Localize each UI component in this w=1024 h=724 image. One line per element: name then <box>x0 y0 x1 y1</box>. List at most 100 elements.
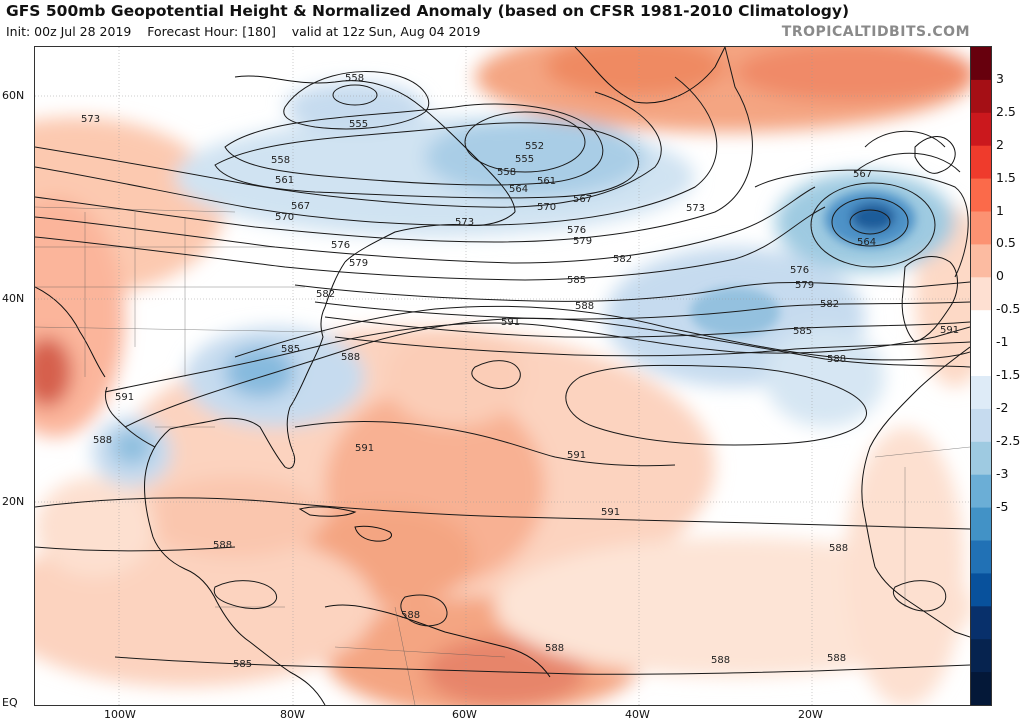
map-panel: 558 555 552 555 558 561 564 567 570 573 … <box>34 46 971 706</box>
colorbar-swatch <box>971 573 991 607</box>
contour-label: 561 <box>537 176 556 187</box>
anomaly-shading <box>35 47 970 705</box>
political-borders <box>35 206 970 705</box>
contour-label: 588 <box>711 655 730 666</box>
contour-label: 558 <box>345 73 364 84</box>
contour-labels: 558 555 552 555 558 561 564 567 570 573 … <box>81 73 959 670</box>
colorbar-swatch <box>971 244 991 278</box>
colorbar-swatch <box>971 47 991 81</box>
colorbar-tick-label: 1.5 <box>996 169 1016 185</box>
contour-label: 588 <box>827 354 846 365</box>
map-title: GFS 500mb Geopotential Height & Normaliz… <box>6 2 850 20</box>
lon-label-80w: 80W <box>280 708 305 721</box>
colorbar-swatch <box>971 145 991 180</box>
contour-label: 558 <box>497 167 516 178</box>
contour-label: 576 <box>331 240 350 251</box>
lat-label-20n: 20N <box>2 495 25 508</box>
colorbar-tick-label: 0 <box>996 268 1004 284</box>
anomaly-colorbar <box>970 46 992 706</box>
coastlines <box>35 47 970 705</box>
contour-label: 558 <box>271 155 290 166</box>
contour-label: 585 <box>281 344 300 355</box>
colorbar-swatch <box>971 408 991 443</box>
contour-label: 579 <box>349 258 368 269</box>
colorbar-tick-label: -1.5 <box>996 367 1021 382</box>
colorbar-swatch <box>971 79 991 114</box>
contour-label: 567 <box>573 194 592 205</box>
forecast-hour: Forecast Hour: [180] <box>147 24 276 39</box>
contour-label: 588 <box>401 610 420 621</box>
contour-label: 588 <box>545 643 564 654</box>
contour-label: 564 <box>509 184 528 195</box>
contour-label: 570 <box>275 212 294 223</box>
contour-label: 564 <box>857 237 876 248</box>
colorbar-swatch <box>971 277 991 311</box>
contour-label: 579 <box>573 236 592 247</box>
contour-label: 555 <box>515 154 534 165</box>
lon-label-20w: 20W <box>798 708 823 721</box>
colorbar-swatch <box>971 310 991 344</box>
contour-label: 588 <box>341 352 360 363</box>
contour-label: 591 <box>355 443 374 454</box>
contour-label: 567 <box>291 201 310 212</box>
contour-label: 588 <box>575 301 594 312</box>
contour-label: 588 <box>93 435 112 446</box>
colorbar-swatch <box>971 112 991 147</box>
contour-label: 585 <box>233 659 252 670</box>
contour-label: 591 <box>601 507 620 518</box>
lat-label-eq: EQ <box>2 696 18 709</box>
height-contours <box>35 47 970 675</box>
contour-label: 591 <box>501 317 520 328</box>
colorbar-swatch <box>971 178 991 212</box>
contour-label: 579 <box>795 280 814 291</box>
map-subtitle: Init: 00z Jul 28 2019 Forecast Hour: [18… <box>6 24 480 39</box>
contour-label: 573 <box>455 217 474 228</box>
colorbar-tick-label: -2 <box>996 399 1009 415</box>
contour-label: 555 <box>349 119 368 130</box>
colorbar-tick-label: -0.5 <box>996 301 1021 317</box>
contour-label: 588 <box>827 653 846 664</box>
contour-label: 582 <box>316 289 335 300</box>
lon-label-100w: 100W <box>104 708 136 721</box>
contour-label: 585 <box>567 275 586 286</box>
colorbar-swatch <box>971 474 991 509</box>
colorbar-tick-label: 1 <box>996 202 1004 218</box>
contour-label: 588 <box>213 540 232 551</box>
contour-label: 573 <box>81 114 100 125</box>
colorbar-tick-label: 3 <box>996 70 1004 86</box>
colorbar-swatch <box>971 376 991 410</box>
colorbar-swatch <box>971 343 991 377</box>
lat-label-60n: 60N <box>2 89 25 102</box>
colorbar-tick-label: -2.5 <box>996 432 1021 448</box>
colorbar-tick-label: -3 <box>996 465 1009 481</box>
lon-label-40w: 40W <box>625 708 650 721</box>
init-time: Init: 00z Jul 28 2019 <box>6 24 132 39</box>
contour-label: 570 <box>537 202 556 213</box>
contour-label: 591 <box>115 392 134 403</box>
colorbar-tick-label: -1 <box>996 334 1009 350</box>
contour-label: 561 <box>275 175 294 186</box>
contour-label: 588 <box>829 543 848 554</box>
lat-label-40n: 40N <box>2 292 25 305</box>
contour-label: 582 <box>613 254 632 265</box>
colorbar-swatch <box>971 606 991 640</box>
colorbar-tick-label: 0.5 <box>996 235 1016 251</box>
map-svg: 558 555 552 555 558 561 564 567 570 573 … <box>35 47 970 705</box>
contour-label: 567 <box>853 169 872 180</box>
colorbar-swatch <box>971 540 991 574</box>
colorbar-swatch <box>971 639 991 673</box>
lon-label-60w: 60W <box>452 708 477 721</box>
colorbar-swatch <box>971 507 991 541</box>
valid-time: valid at 12z Sun, Aug 04 2019 <box>291 24 481 39</box>
contour-label: 573 <box>686 203 705 214</box>
contour-label: 591 <box>940 325 959 336</box>
contour-label: 591 <box>567 450 586 461</box>
colorbar-tick-label: 2.5 <box>996 103 1016 119</box>
colorbar-swatch <box>971 672 991 705</box>
contour-label: 585 <box>793 326 812 337</box>
colorbar-tick-label: 2 <box>996 136 1004 152</box>
brand-watermark: TROPICALTIDBITS.COM <box>781 24 970 40</box>
colorbar-swatch <box>971 211 991 245</box>
contour-label: 576 <box>790 265 809 276</box>
colorbar-swatch <box>971 441 991 476</box>
